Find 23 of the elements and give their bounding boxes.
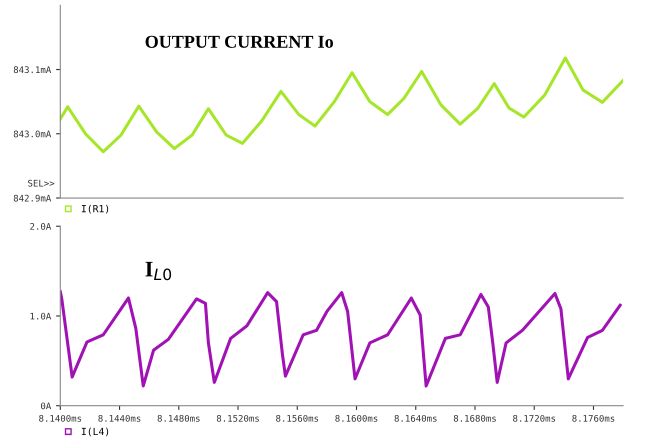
y-tick-label: 1.0A [30,312,52,320]
line-series [60,56,624,154]
x-tick-label: 8.1760ms [572,414,614,422]
x-tick-label: 8.1640ms [394,414,437,422]
text: SEL>> [28,180,54,187]
y-tick-label: 843.1mA [14,66,52,74]
annotation: OUTPUT CURRENT Io [146,36,333,48]
y-tick-label: 843.0mA [14,130,52,138]
y-tick-label: 842.9mA [14,194,52,202]
annotation: I$_{L0}$ [145,262,172,280]
x-tick-label: 8.1680ms [454,414,496,422]
x-tick-label: 8.1560ms [276,414,318,422]
line-series [60,290,622,388]
x-tick-label: 8.1600ms [335,414,378,422]
x-tick-label: 8.1520ms [216,414,259,422]
x-tick-label: 8.1440ms [98,414,140,422]
x-tick-label: 8.1400ms [39,414,82,422]
x-tick-label: 8.1480ms [158,414,200,422]
y-tick-label: 2.0A [30,222,52,230]
y-tick-label: 0A [40,402,52,410]
legend-label: I(L4) [82,428,108,436]
legend-label: I(R1) [82,204,108,214]
x-tick-label: 8.1720ms [513,414,556,422]
